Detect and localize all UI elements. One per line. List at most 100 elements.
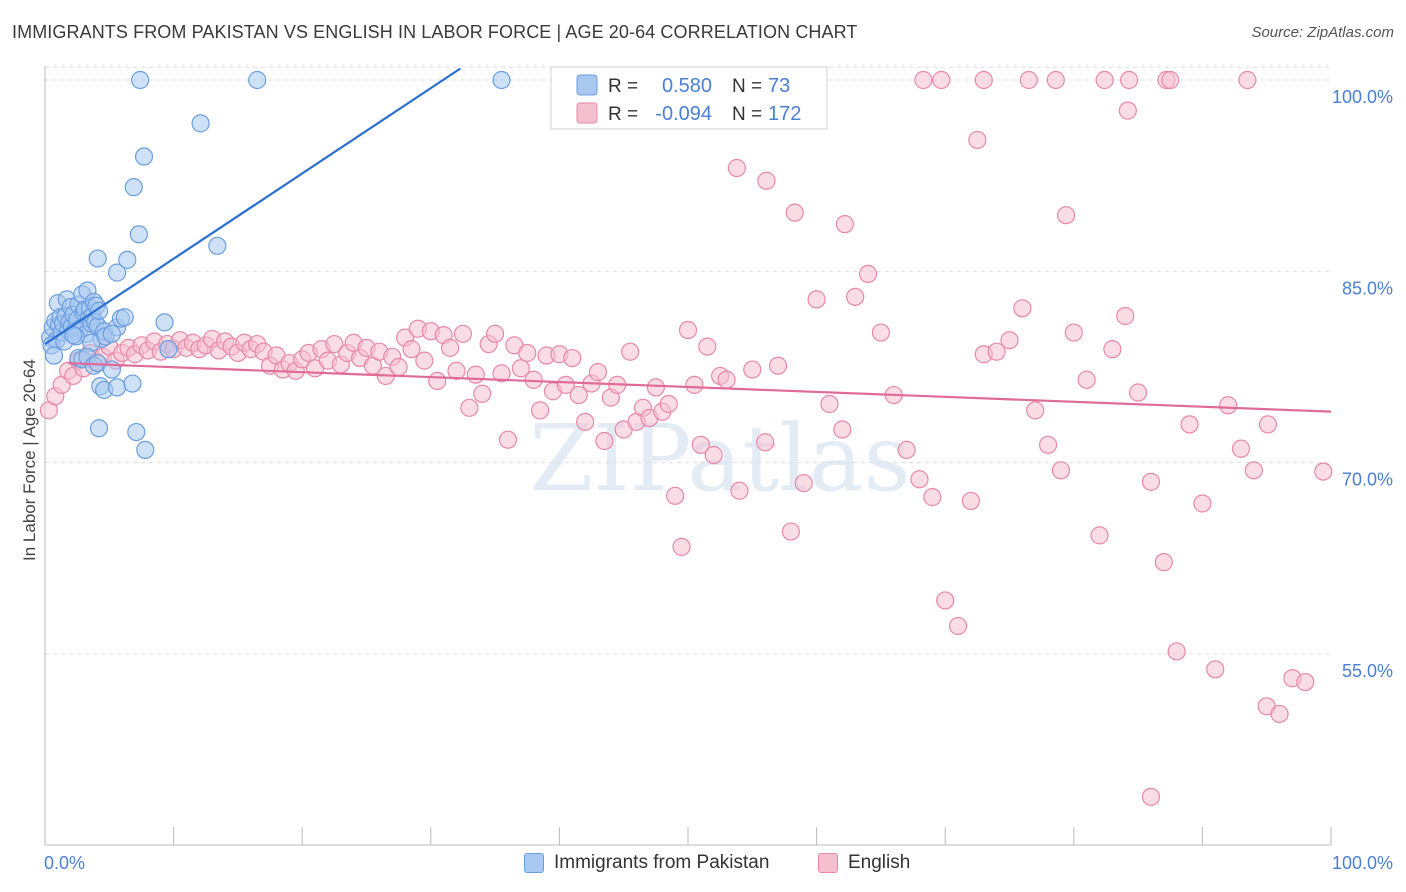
data-point (923, 488, 942, 507)
data-point (473, 384, 492, 403)
data-point (1154, 553, 1173, 572)
data-point (659, 394, 678, 414)
data-point (1219, 396, 1238, 415)
y-tick-label: 100.0% (1332, 87, 1393, 107)
data-point (1193, 494, 1212, 513)
data-point (1051, 461, 1071, 480)
y-tick-label: 70.0% (1342, 470, 1393, 490)
data-point (134, 147, 154, 166)
chart-title: IMMIGRANTS FROM PAKISTAN VS ENGLISH IN L… (12, 22, 858, 42)
data-point (1026, 401, 1045, 420)
data-point (987, 342, 1006, 361)
data-point (88, 249, 107, 268)
data-point (498, 430, 518, 449)
data-point (518, 343, 537, 363)
data-point (961, 491, 981, 511)
data-point (447, 361, 466, 380)
legend-n-label: N = (732, 76, 762, 97)
data-point (932, 70, 951, 90)
legend-item-pakistan[interactable]: Immigrants from Pakistan (524, 852, 769, 874)
data-point (1000, 331, 1019, 350)
data-point (453, 324, 473, 343)
correlation-legend: R = 0.580 N = 73 R = -0.094 N = 172 (550, 66, 828, 130)
data-point (389, 357, 408, 377)
data-point (1019, 70, 1038, 90)
y-tick-labels: 55.0% 70.0% 85.0% 100.0% (1332, 87, 1393, 681)
data-point (1314, 462, 1333, 481)
data-point (1244, 461, 1263, 480)
data-point (794, 473, 813, 493)
data-point (1103, 340, 1122, 359)
data-point (131, 70, 150, 90)
data-point (807, 290, 826, 309)
data-point (1231, 439, 1251, 458)
legend-item-english[interactable]: English (818, 852, 910, 874)
y-tick-label: 85.0% (1342, 278, 1393, 298)
data-point (1118, 101, 1137, 120)
data-point (1206, 660, 1225, 679)
legend-swatch (576, 74, 598, 96)
data-point (691, 435, 710, 454)
data-point (492, 364, 511, 383)
legend-swatch-pink (818, 853, 838, 873)
data-point (727, 158, 746, 178)
data-point (730, 481, 749, 500)
data-point (556, 375, 575, 394)
y-tick-label: 55.0% (1342, 661, 1393, 681)
data-point (492, 70, 511, 90)
data-point (781, 522, 800, 541)
data-point (1141, 472, 1161, 491)
data-point (136, 440, 155, 460)
data-point (127, 422, 146, 442)
data-point (685, 375, 704, 394)
data-point (1064, 323, 1083, 342)
data-point (89, 419, 109, 438)
data-point (756, 433, 775, 452)
data-point (1270, 704, 1289, 724)
data-point (64, 326, 83, 345)
data-point (785, 203, 804, 222)
data-point (155, 313, 174, 332)
legend-r-value: -0.094 (655, 103, 712, 125)
data-point (124, 178, 143, 197)
data-point (159, 340, 178, 359)
data-point (717, 370, 736, 389)
data-point (678, 320, 698, 340)
data-point (208, 236, 227, 255)
bottom-legend: Immigrants from Pakistan English (0, 852, 1406, 878)
data-point (402, 340, 421, 359)
data-point (1090, 526, 1109, 545)
data-point (743, 360, 762, 379)
data-point (595, 431, 614, 451)
data-point (820, 394, 839, 414)
data-point (44, 346, 64, 365)
pakistan-points (41, 70, 511, 460)
data-point (1167, 642, 1186, 661)
data-point (910, 470, 929, 489)
data-point (833, 420, 852, 439)
legend-label-english: English (848, 852, 911, 873)
data-point (1095, 70, 1114, 90)
data-point (646, 378, 665, 397)
data-point (107, 263, 127, 282)
data-point (698, 337, 717, 356)
data-point (486, 324, 505, 343)
legend-r-value: 0.580 (662, 75, 712, 97)
data-point (428, 371, 447, 391)
data-point (115, 308, 134, 327)
pakistan-trend-line (44, 67, 461, 345)
english-trend-line (68, 362, 1332, 413)
data-point (704, 445, 723, 465)
data-point (914, 70, 933, 90)
data-point (563, 348, 582, 368)
data-point (1161, 70, 1180, 90)
data-point (107, 378, 127, 397)
data-point (1116, 306, 1135, 326)
legend-swatch-blue (524, 853, 544, 873)
data-point (1077, 370, 1096, 389)
data-point (968, 130, 987, 150)
data-point (118, 250, 137, 269)
axes (44, 66, 1332, 846)
data-point (672, 537, 691, 556)
data-point (588, 363, 608, 382)
